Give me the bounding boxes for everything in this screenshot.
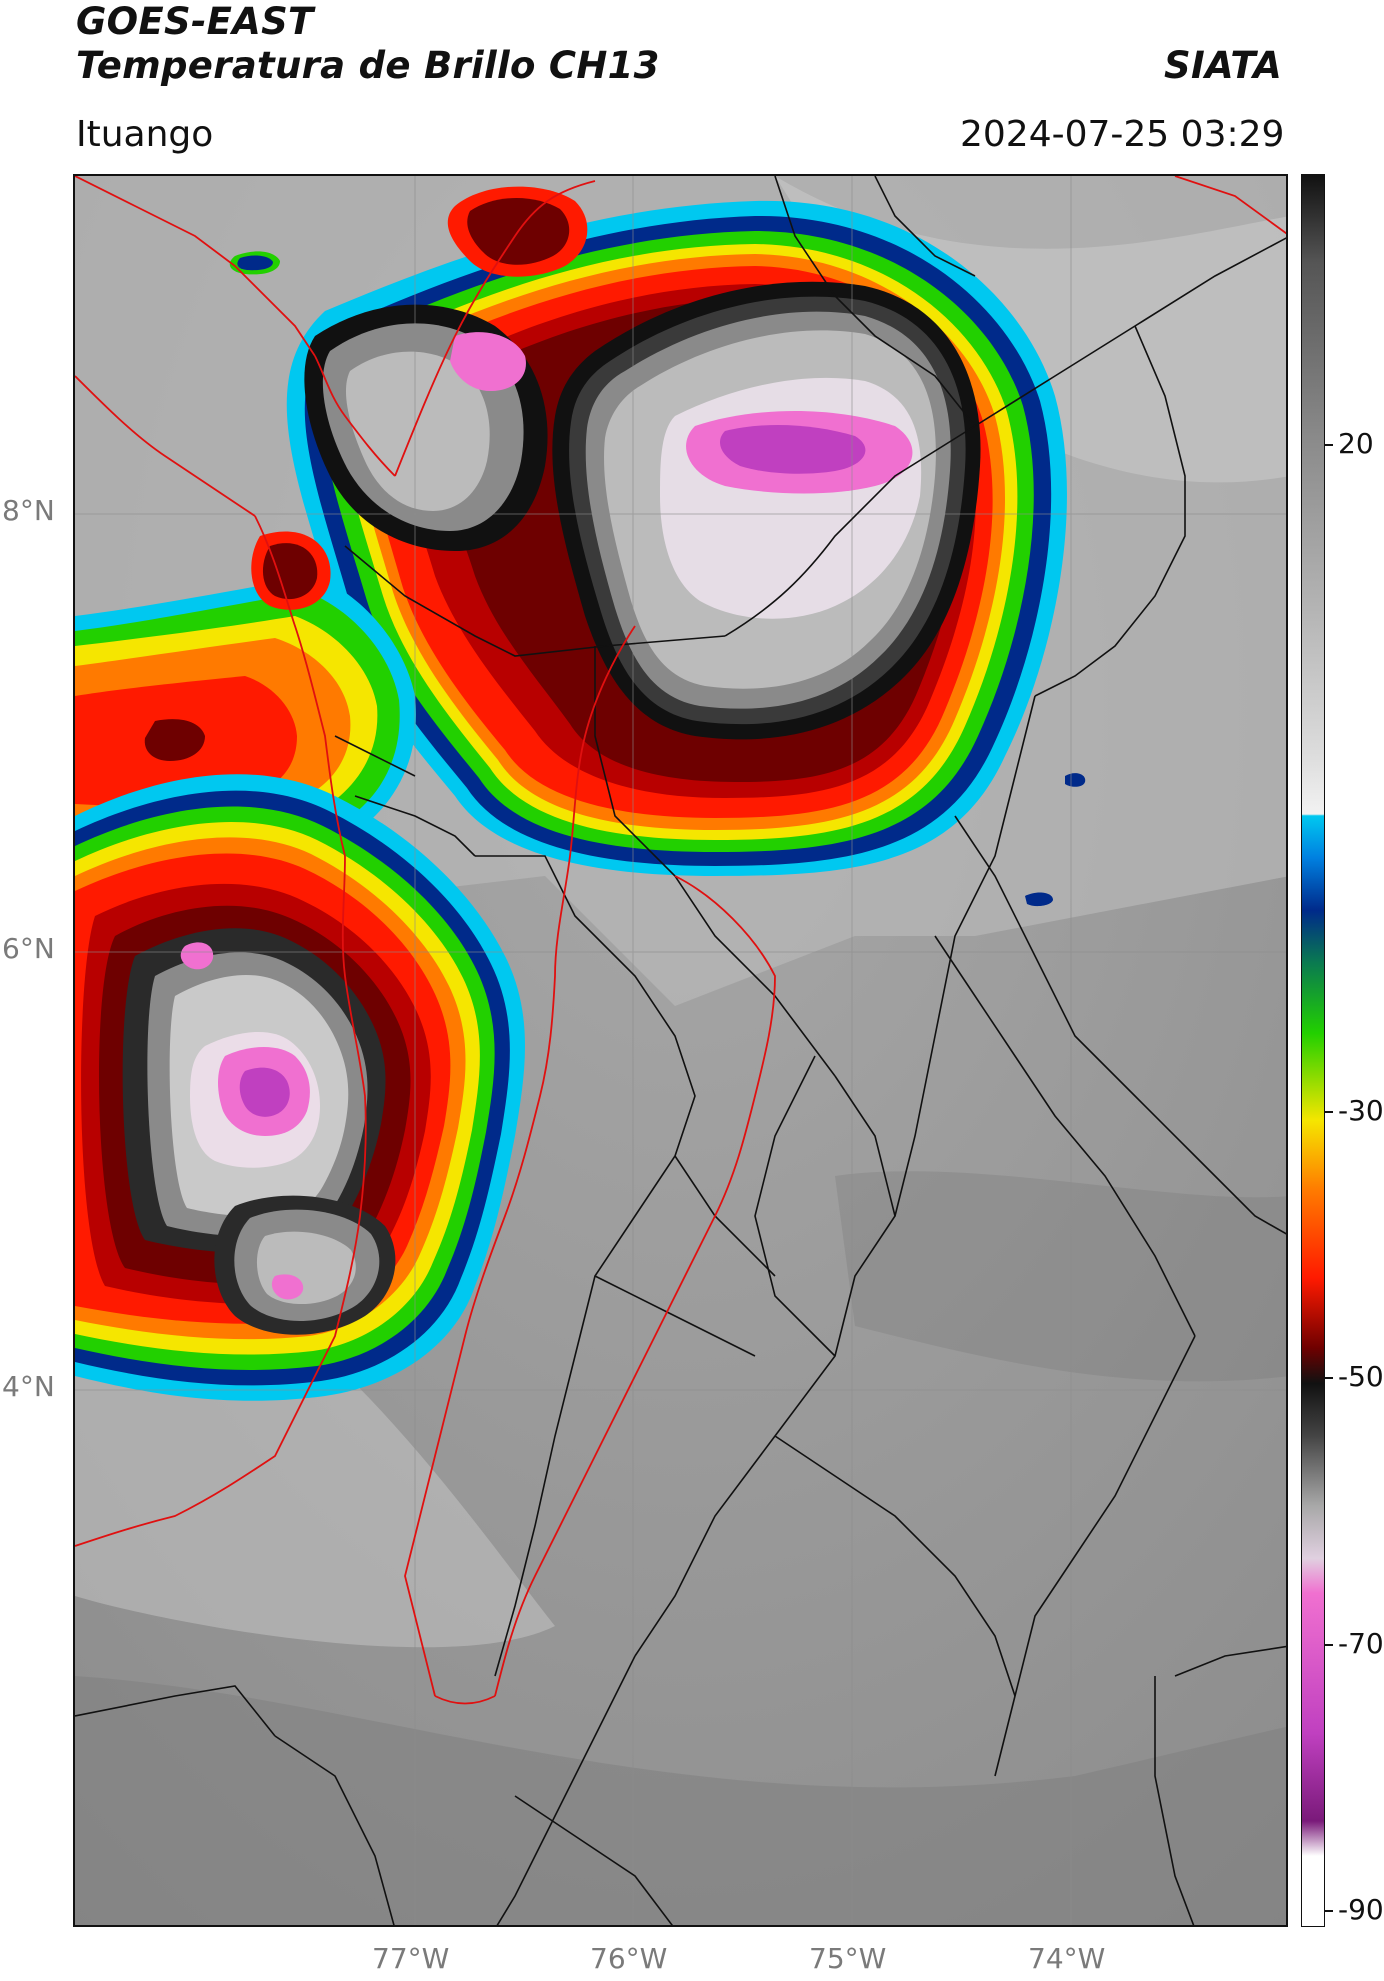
location-label: Ituango bbox=[76, 114, 214, 155]
lat-label-8n: 8°N bbox=[2, 494, 55, 527]
colorbar-tick bbox=[1325, 1644, 1333, 1646]
product-title: Temperatura de Brillo CH13 bbox=[76, 44, 660, 87]
colorbar-tick bbox=[1325, 1377, 1333, 1379]
municipal-boundaries bbox=[75, 176, 1286, 1925]
southern-storm-cluster bbox=[75, 774, 525, 1401]
colorbar-label-minus70: -70 bbox=[1338, 1627, 1384, 1660]
colorbar-label-minus90: -90 bbox=[1338, 1893, 1384, 1926]
temperature-colorbar bbox=[1301, 174, 1325, 1927]
colorbar-label-minus30: -30 bbox=[1338, 1094, 1384, 1127]
colorbar-tick bbox=[1325, 1910, 1333, 1912]
colorbar-label-20: 20 bbox=[1338, 427, 1374, 460]
brightness-temperature-image bbox=[75, 176, 1286, 1925]
lat-label-4n: 4°N bbox=[2, 1370, 55, 1403]
small-cell bbox=[1065, 773, 1086, 787]
satellite-map bbox=[73, 174, 1288, 1927]
datetime-label: 2024-07-25 03:29 bbox=[960, 114, 1285, 155]
lon-label-74w: 74°W bbox=[1028, 1942, 1106, 1975]
northern-storm-cluster bbox=[229, 186, 1067, 876]
small-cell bbox=[1025, 892, 1053, 907]
org-label: SIATA bbox=[1164, 44, 1283, 87]
lon-label-77w: 77°W bbox=[372, 1942, 450, 1975]
lat-label-6n: 6°N bbox=[2, 932, 55, 965]
lon-label-76w: 76°W bbox=[590, 1942, 668, 1975]
satellite-title: GOES-EAST bbox=[76, 0, 314, 43]
national-boundary bbox=[75, 176, 1286, 1705]
graticule bbox=[75, 176, 1286, 1925]
colorbar-tick bbox=[1325, 444, 1333, 446]
colorbar-tick bbox=[1325, 1111, 1333, 1113]
colorbar-label-minus50: -50 bbox=[1338, 1360, 1384, 1393]
lon-label-75w: 75°W bbox=[809, 1942, 887, 1975]
